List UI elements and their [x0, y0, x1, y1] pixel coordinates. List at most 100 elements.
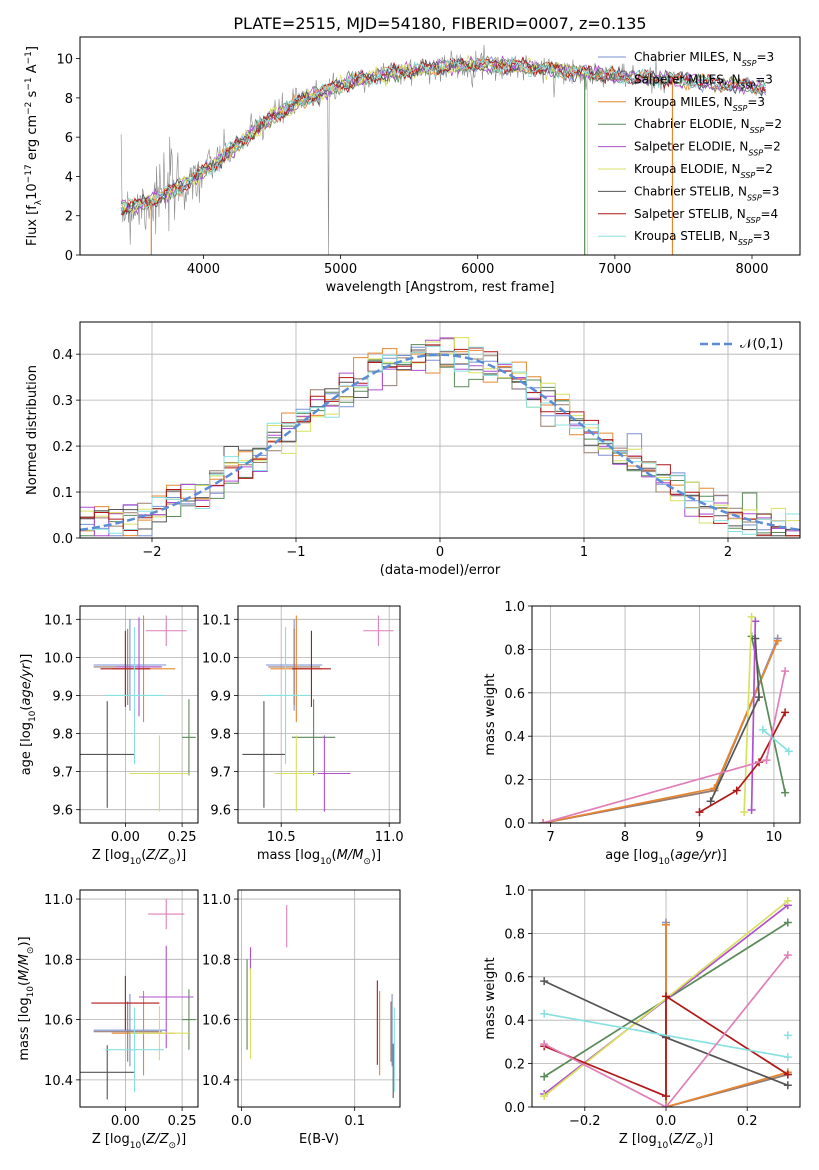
axes-frame [237, 889, 401, 1108]
legend-sub: SSP [742, 59, 757, 68]
model-spectrum [120, 56, 767, 215]
label-part: Z [log [619, 1132, 657, 1147]
legend-tail: =2 [755, 162, 773, 176]
label-part: age [log [605, 848, 658, 863]
y-axis-label: mass weight [483, 673, 498, 755]
y-tick-label: 0.4 [52, 348, 73, 363]
x-tick-label: −0.2 [569, 1114, 601, 1129]
legend-sub: SSP [741, 81, 756, 90]
x-tick-label: 0.0 [231, 1114, 252, 1129]
y-tick-label: 1.0 [504, 884, 525, 899]
legend-entry: Chabrier ELODIE, NSSP=2 [634, 117, 782, 135]
model-spectrum [120, 57, 767, 211]
plot-area [120, 44, 767, 255]
x-tick-label: 0.25 [168, 830, 197, 845]
weight-line [665, 924, 789, 1107]
y-tick-label: 0.8 [504, 927, 525, 942]
legend-sub: SSP [747, 193, 762, 202]
x-tick-label: 6000 [461, 262, 494, 277]
axes-frame [79, 605, 199, 824]
weight-marker [706, 797, 715, 806]
label-part: Normed distribution [25, 365, 40, 495]
label-part: −1 [24, 77, 34, 90]
model-spectrum [120, 56, 767, 216]
x-axis-label: E(B-V) [299, 1132, 339, 1147]
weight-marker [758, 725, 767, 734]
y-tick-label: 0.2 [504, 1058, 525, 1073]
label-part: λ [34, 199, 44, 205]
label-part: A [25, 64, 40, 77]
label-part: ( [17, 981, 32, 986]
legend-tail: =3 [755, 72, 773, 86]
axes-frame [79, 36, 801, 256]
label-part: −17 [24, 164, 34, 183]
label-part: 10 [657, 1141, 669, 1151]
legend-text: Chabrier MILES, N [634, 50, 742, 64]
y-tick-label: 9.7 [210, 766, 231, 781]
legend-entry: Chabrier MILES, NSSP=3 [634, 50, 774, 68]
y-tick-label: 0.0 [504, 817, 525, 832]
label-part: )] [17, 936, 32, 946]
legend-text: Salpeter STELIB, N [634, 207, 746, 221]
x-axis-label: (data-model)/error [380, 563, 501, 578]
axes-frame [531, 605, 801, 824]
y-tick-label: 10.4 [202, 1074, 231, 1089]
label-part: Z [log [92, 1132, 130, 1147]
weight-marker [783, 918, 792, 927]
axes-frame [79, 321, 801, 539]
plot-area [532, 890, 800, 1107]
label-part: Z [log [92, 848, 130, 863]
weight-marker [755, 693, 764, 702]
weight-marker [747, 805, 756, 814]
legend-entry: Salpeter MILES, NSSP=3 [634, 72, 773, 90]
x-tick-label: 0.25 [168, 1114, 197, 1129]
y-tick-label: 11.0 [202, 893, 231, 908]
label-part: 10 [25, 183, 40, 200]
label-part: Z/Z [145, 1132, 169, 1147]
label-part: Z/Z [145, 848, 169, 863]
y-tick-label: 0.4 [504, 1014, 525, 1029]
y-tick-label: 0.2 [504, 774, 525, 789]
weight-marker [781, 708, 790, 717]
label-part: mass weight [483, 957, 498, 1039]
panel-mass_vs_ebv: 0.0 0.1 10.4 10.6 10.8 11.0 E(B-V) [202, 889, 401, 1147]
weight-marker [740, 808, 749, 817]
y-tick-label: 1.0 [504, 600, 525, 615]
label-part: 10 [28, 710, 38, 722]
label-part: ( [141, 848, 146, 863]
label-part: age [log [19, 722, 34, 775]
label-part: (data-model)/error [380, 563, 501, 578]
label-part: ( [670, 848, 675, 863]
y-tick-label: 0.3 [52, 394, 73, 409]
label-part: ] [25, 46, 40, 51]
label-part: ( [141, 1132, 146, 1147]
weight-marker [751, 617, 760, 626]
axes-frame [531, 889, 801, 1108]
y-axis-label: mass [log10(M/M⊙)] [17, 936, 36, 1060]
x-tick-label: 8 [621, 830, 629, 845]
label-part: ⊙ [363, 857, 371, 867]
x-tick-label: 10 [766, 830, 783, 845]
y-tick-label: 9.9 [210, 689, 231, 704]
weight-marker [695, 808, 704, 817]
y-axis-label: mass weight [483, 957, 498, 1039]
x-tick-label: 0 [436, 545, 444, 560]
x-tick-label: −1 [286, 545, 305, 560]
histogram-8 [80, 345, 800, 535]
x-tick-label: 9 [695, 830, 703, 845]
label-part: Z/Z [672, 1132, 696, 1147]
weight-marker [773, 636, 782, 645]
weight-marker [540, 1040, 549, 1049]
y-tick-label: 0.6 [504, 971, 525, 986]
y-axis-label: age [log10(age/yr)] [19, 654, 38, 776]
weight-marker [662, 1092, 670, 1101]
figure-title: PLATE=2515, MJD=54180, FIBERID=0007, z=0… [233, 14, 646, 33]
legend-entry: Kroupa MILES, NSSP=3 [634, 95, 765, 113]
y-tick-label: 9.8 [52, 728, 73, 743]
weight-line [762, 729, 790, 753]
y-tick-label: 10.0 [44, 651, 73, 666]
legend-sub: SSP [748, 148, 763, 157]
weight-line [544, 1012, 788, 1058]
legend-tail: =2 [764, 117, 782, 131]
